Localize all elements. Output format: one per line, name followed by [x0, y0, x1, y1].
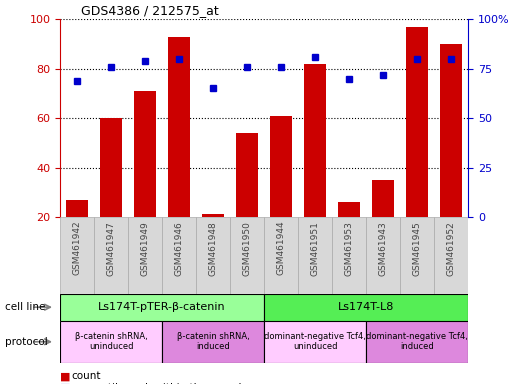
Text: cell line: cell line	[5, 302, 46, 312]
Text: GSM461953: GSM461953	[345, 221, 354, 276]
Bar	[134, 91, 156, 266]
Bar	[366, 321, 468, 363]
Bar	[230, 217, 264, 294]
Bar	[338, 202, 360, 266]
Text: β-catenin shRNA,
induced: β-catenin shRNA, induced	[177, 332, 249, 351]
Text: GSM461947: GSM461947	[107, 221, 116, 276]
Text: GSM461942: GSM461942	[73, 221, 82, 275]
Bar	[332, 217, 366, 294]
Bar	[264, 294, 468, 321]
Bar	[60, 321, 162, 363]
Bar	[100, 118, 122, 266]
Bar	[60, 294, 264, 321]
Bar	[168, 36, 190, 266]
Bar	[440, 44, 462, 266]
Text: count: count	[72, 371, 101, 381]
Text: dominant-negative Tcf4,
induced: dominant-negative Tcf4, induced	[366, 332, 468, 351]
Bar	[264, 217, 298, 294]
Text: percentile rank within the sample: percentile rank within the sample	[72, 383, 247, 384]
Bar	[94, 217, 128, 294]
Bar	[304, 64, 326, 266]
Bar	[236, 133, 258, 266]
Text: Ls174T-pTER-β-catenin: Ls174T-pTER-β-catenin	[98, 302, 226, 312]
Bar	[406, 26, 428, 266]
Text: GSM461952: GSM461952	[447, 221, 456, 276]
Bar	[128, 217, 162, 294]
Text: GSM461943: GSM461943	[379, 221, 388, 276]
Bar	[270, 116, 292, 266]
Text: GSM461950: GSM461950	[243, 221, 252, 276]
Text: β-catenin shRNA,
uninduced: β-catenin shRNA, uninduced	[75, 332, 147, 351]
Bar	[434, 217, 468, 294]
Bar	[162, 321, 264, 363]
Bar	[60, 217, 94, 294]
Bar	[298, 217, 332, 294]
Bar	[66, 200, 88, 266]
Text: GSM461951: GSM461951	[311, 221, 320, 276]
Text: GSM461948: GSM461948	[209, 221, 218, 276]
Bar	[366, 217, 400, 294]
Bar	[202, 215, 224, 266]
Text: GSM461945: GSM461945	[413, 221, 422, 276]
Text: ■: ■	[60, 383, 71, 384]
Text: dominant-negative Tcf4,
uninduced: dominant-negative Tcf4, uninduced	[264, 332, 366, 351]
Bar	[400, 217, 434, 294]
Bar	[372, 180, 394, 266]
Text: GSM461946: GSM461946	[175, 221, 184, 276]
Bar	[264, 321, 366, 363]
Bar	[196, 217, 230, 294]
Text: ■: ■	[60, 371, 71, 381]
Text: GSM461949: GSM461949	[141, 221, 150, 276]
Bar	[162, 217, 196, 294]
Text: GDS4386 / 212575_at: GDS4386 / 212575_at	[81, 3, 218, 17]
Text: Ls174T-L8: Ls174T-L8	[338, 302, 394, 312]
Text: protocol: protocol	[5, 337, 48, 347]
Text: GSM461944: GSM461944	[277, 221, 286, 275]
